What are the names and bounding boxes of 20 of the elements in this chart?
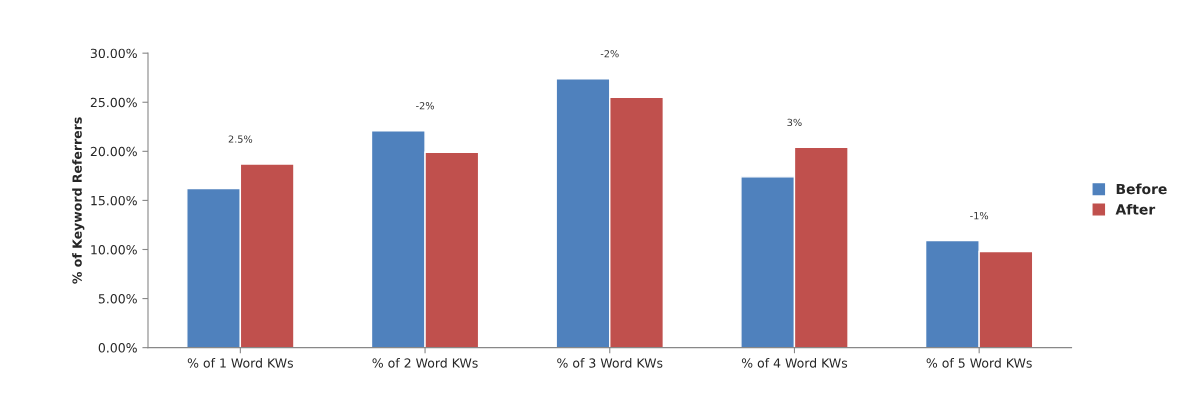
- y-tick-label: 30.00%: [90, 48, 137, 59]
- x-tick-label: % of 5 Word KWs: [926, 358, 1032, 368]
- y-tick-label: 10.00%: [91, 244, 137, 255]
- annotation: -2%: [600, 50, 619, 58]
- annotation: 2.5%: [228, 135, 253, 143]
- x-tick-label: % of 1 Word KWs: [187, 358, 293, 368]
- y-tick-label: 15.00%: [91, 195, 137, 206]
- x-tick-label: % of 4 Word KWs: [741, 358, 848, 368]
- x-tick-label: % of 3 Word KWs: [557, 358, 663, 368]
- legend-label: After: [1115, 203, 1156, 215]
- annotation: -2%: [416, 102, 434, 110]
- legend-label: Before: [1116, 183, 1167, 195]
- y-axis-title: % of Keyword Referrers: [72, 117, 85, 284]
- y-tick-label: 5.00%: [98, 294, 137, 304]
- y-tick-label: 0.00%: [98, 343, 137, 353]
- annotation: -1%: [970, 211, 989, 220]
- y-tick-label: 25.00%: [90, 97, 137, 108]
- x-tick-label: % of 2 Word KWs: [372, 358, 478, 368]
- y-tick-label: 20.00%: [90, 146, 137, 157]
- annotation: 3%: [787, 118, 802, 127]
